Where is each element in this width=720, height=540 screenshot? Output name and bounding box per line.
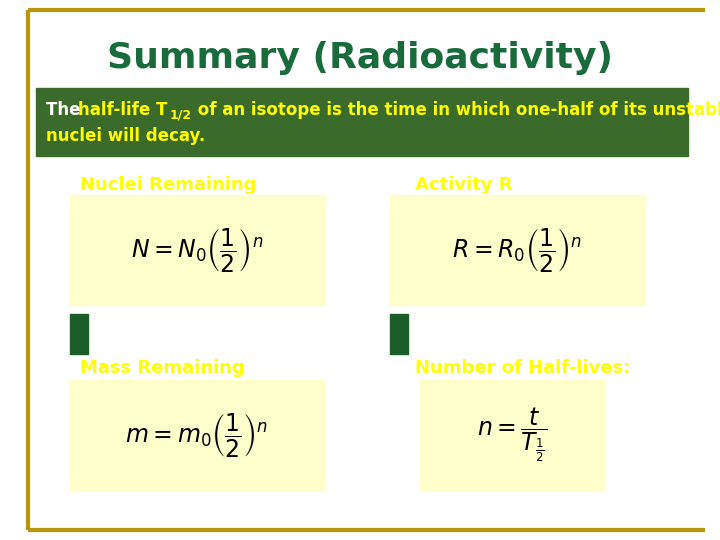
Text: 1/2: 1/2 bbox=[170, 109, 192, 122]
Text: $R = R_0 \left(\dfrac{1}{2}\right)^n$: $R = R_0 \left(\dfrac{1}{2}\right)^n$ bbox=[452, 226, 582, 274]
Text: $n = \dfrac{t}{T_{\frac{1}{2}}}$: $n = \dfrac{t}{T_{\frac{1}{2}}}$ bbox=[477, 406, 547, 464]
Text: Number of Half-lives:: Number of Half-lives: bbox=[415, 359, 630, 377]
FancyBboxPatch shape bbox=[70, 380, 325, 490]
Text: $m = m_0 \left(\dfrac{1}{2}\right)^n$: $m = m_0 \left(\dfrac{1}{2}\right)^n$ bbox=[125, 411, 269, 459]
Text: half-life T: half-life T bbox=[78, 101, 167, 119]
FancyBboxPatch shape bbox=[390, 195, 645, 305]
Text: Nuclei Remaining: Nuclei Remaining bbox=[80, 176, 256, 194]
FancyBboxPatch shape bbox=[36, 88, 688, 156]
FancyBboxPatch shape bbox=[420, 380, 605, 490]
Text: nuclei will decay.: nuclei will decay. bbox=[46, 127, 205, 145]
Text: The: The bbox=[46, 101, 86, 119]
Text: Activity R: Activity R bbox=[415, 176, 513, 194]
FancyBboxPatch shape bbox=[390, 314, 408, 354]
FancyBboxPatch shape bbox=[70, 195, 325, 305]
Text: of an isotope is the time in which one-half of its unstable: of an isotope is the time in which one-h… bbox=[192, 101, 720, 119]
Text: Summary (Radioactivity): Summary (Radioactivity) bbox=[107, 41, 613, 75]
Text: Mass Remaining: Mass Remaining bbox=[80, 359, 245, 377]
FancyBboxPatch shape bbox=[70, 314, 88, 354]
Text: $N = N_0 \left(\dfrac{1}{2}\right)^n$: $N = N_0 \left(\dfrac{1}{2}\right)^n$ bbox=[131, 226, 264, 274]
